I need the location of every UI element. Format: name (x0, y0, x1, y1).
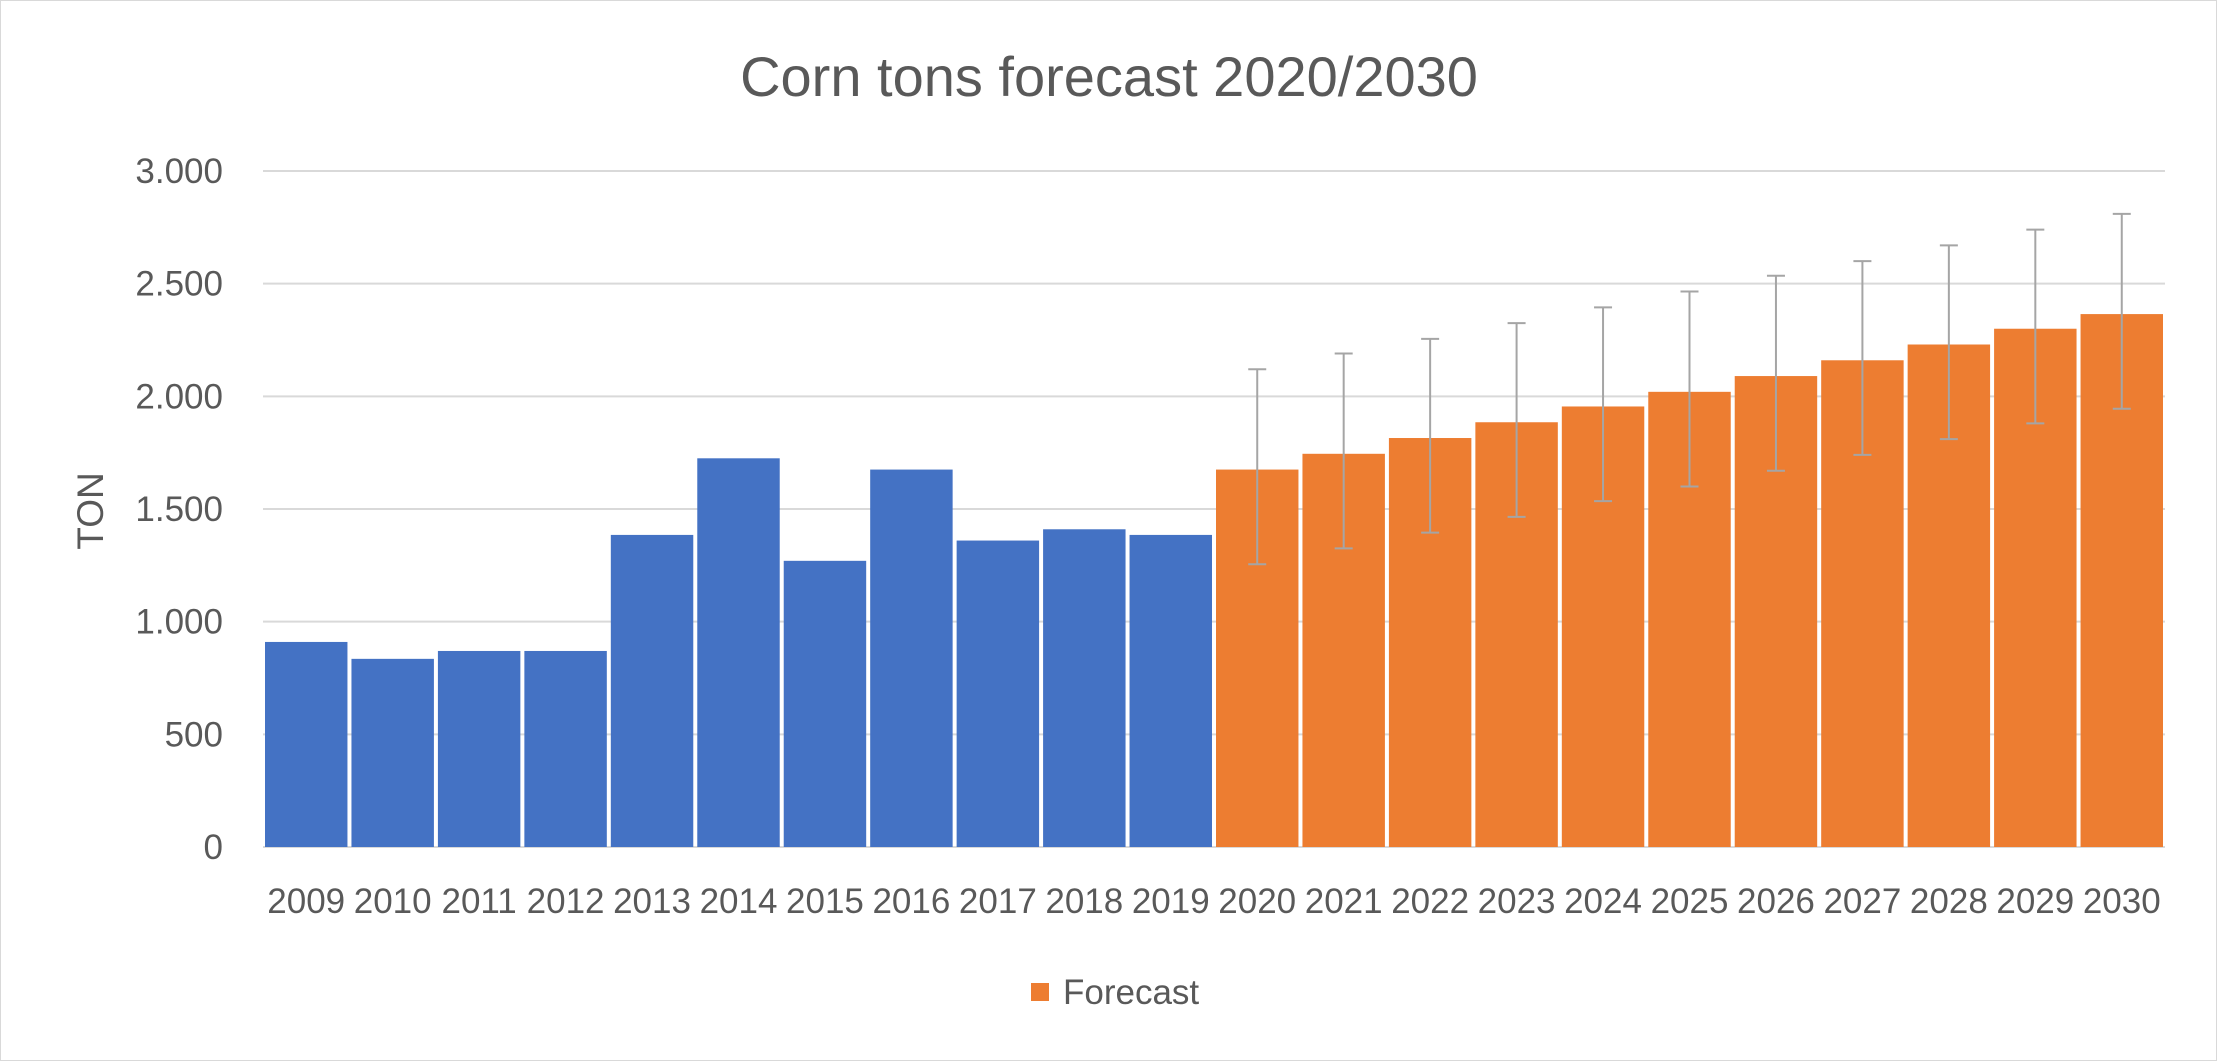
x-tick-label: 2020 (1218, 882, 1296, 921)
x-tick-label: 2009 (267, 882, 345, 921)
bar (437, 650, 521, 847)
x-tick-label: 2022 (1391, 882, 1469, 921)
bar (1129, 534, 1212, 847)
bar (1043, 529, 1126, 847)
bar (610, 534, 694, 847)
bar (697, 458, 780, 847)
chart-title: Corn tons forecast 2020/2030 (740, 45, 1478, 108)
x-tick-label: 2030 (2083, 882, 2161, 921)
y-axis-title: TON (70, 472, 111, 549)
x-tick-label: 2010 (354, 882, 432, 921)
y-tick-label: 2.500 (135, 265, 223, 304)
x-tick-label: 2014 (700, 882, 778, 921)
bar (956, 540, 1040, 847)
error-bars (1248, 212, 2131, 566)
x-tick-label: 2012 (527, 882, 605, 921)
y-tick-label: 1.500 (135, 490, 223, 529)
x-tick-label: 2019 (1132, 882, 1210, 921)
y-tick-label: 500 (165, 715, 223, 754)
x-tick-label: 2027 (1823, 882, 1901, 921)
x-tick-label: 2013 (613, 882, 691, 921)
y-tick-label: 0 (204, 828, 223, 867)
bar (351, 658, 434, 847)
x-tick-label: 2021 (1305, 882, 1383, 921)
x-tick-label: 2023 (1478, 882, 1556, 921)
y-tick-label: 1.000 (135, 603, 223, 642)
bars (265, 314, 2163, 847)
x-tick-label: 2011 (442, 882, 517, 921)
x-tick-label: 2024 (1564, 882, 1642, 921)
bar (265, 641, 348, 847)
x-axis-ticks: 2009 2010 2011 2012 2013 2014 2015 2016 2017 2018… (267, 882, 2160, 921)
x-tick-label: 2028 (1910, 882, 1988, 921)
bar (524, 650, 607, 847)
x-tick-label: 2017 (959, 882, 1037, 921)
x-tick-label: 2015 (786, 882, 864, 921)
x-tick-label: 2026 (1737, 882, 1815, 921)
y-axis-ticks: 0 500 1.000 1.500 2.000 2.500 3.000 (135, 152, 223, 867)
y-tick-label: 3.000 (135, 152, 223, 191)
legend-label-forecast: Forecast (1063, 973, 1199, 1012)
x-tick-label: 2025 (1651, 882, 1729, 921)
legend-swatch-forecast (1031, 983, 1049, 1001)
x-tick-label: 2018 (1045, 882, 1123, 921)
legend: Forecast (1031, 973, 1199, 1012)
x-tick-label: 2029 (1996, 882, 2074, 921)
bar (783, 560, 867, 847)
bar (870, 469, 953, 847)
y-tick-label: 2.000 (135, 377, 223, 416)
x-tick-label: 2016 (872, 882, 950, 921)
